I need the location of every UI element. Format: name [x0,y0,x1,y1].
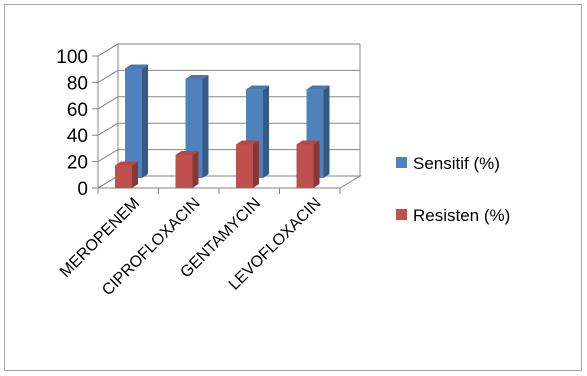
bar-side [132,161,138,188]
legend-swatch [396,209,407,220]
bar-top [175,151,199,155]
bar-resisten [115,161,138,188]
bar-top [185,75,209,79]
legend: Sensitif (%) Resisten (%) [396,154,510,225]
legend-label: Resisten (%) [413,206,510,225]
bar-top [115,161,138,166]
gridline [97,43,360,57]
bar-side [313,140,320,188]
x-tick-labels: MEROPENEMCIPROFLOXACINGENTAMYCINLEVOFLOX… [57,195,325,299]
bar-top [246,85,269,90]
bars [115,64,330,188]
y-tick-label: 0 [77,179,88,200]
y-tick-label: 100 [56,47,88,68]
bar-resisten [236,140,259,188]
bar-side [323,85,330,178]
bar-top [125,64,148,69]
bar-front [175,155,193,188]
y-tick-labels: 0 20 40 60 80 100 [56,47,88,200]
y-tick-label: 40 [67,126,88,147]
gridline [97,69,360,83]
gridline [97,96,360,110]
legend-swatch [396,157,407,168]
y-tick-label: 60 [67,100,88,121]
bar-resisten [296,140,320,188]
y-tick-label: 20 [67,153,88,174]
bar-top [236,140,259,145]
bar-front [115,165,132,188]
bar-front [236,144,253,188]
bar-resisten [175,151,199,188]
bar-front [296,144,314,188]
gridline [97,149,360,163]
bar-top [296,140,320,145]
bar-side [253,140,259,188]
bar-side [202,75,209,178]
bar-side [263,85,269,178]
gridlines [97,43,360,189]
legend-label: Sensitif (%) [413,154,500,173]
y-tick-label: 80 [67,73,88,94]
gridline [97,122,360,136]
bar-side [142,64,148,178]
bar-side [192,151,199,188]
bar-sensitif [125,64,148,178]
bar-top [306,85,330,90]
bar-front [125,68,142,178]
